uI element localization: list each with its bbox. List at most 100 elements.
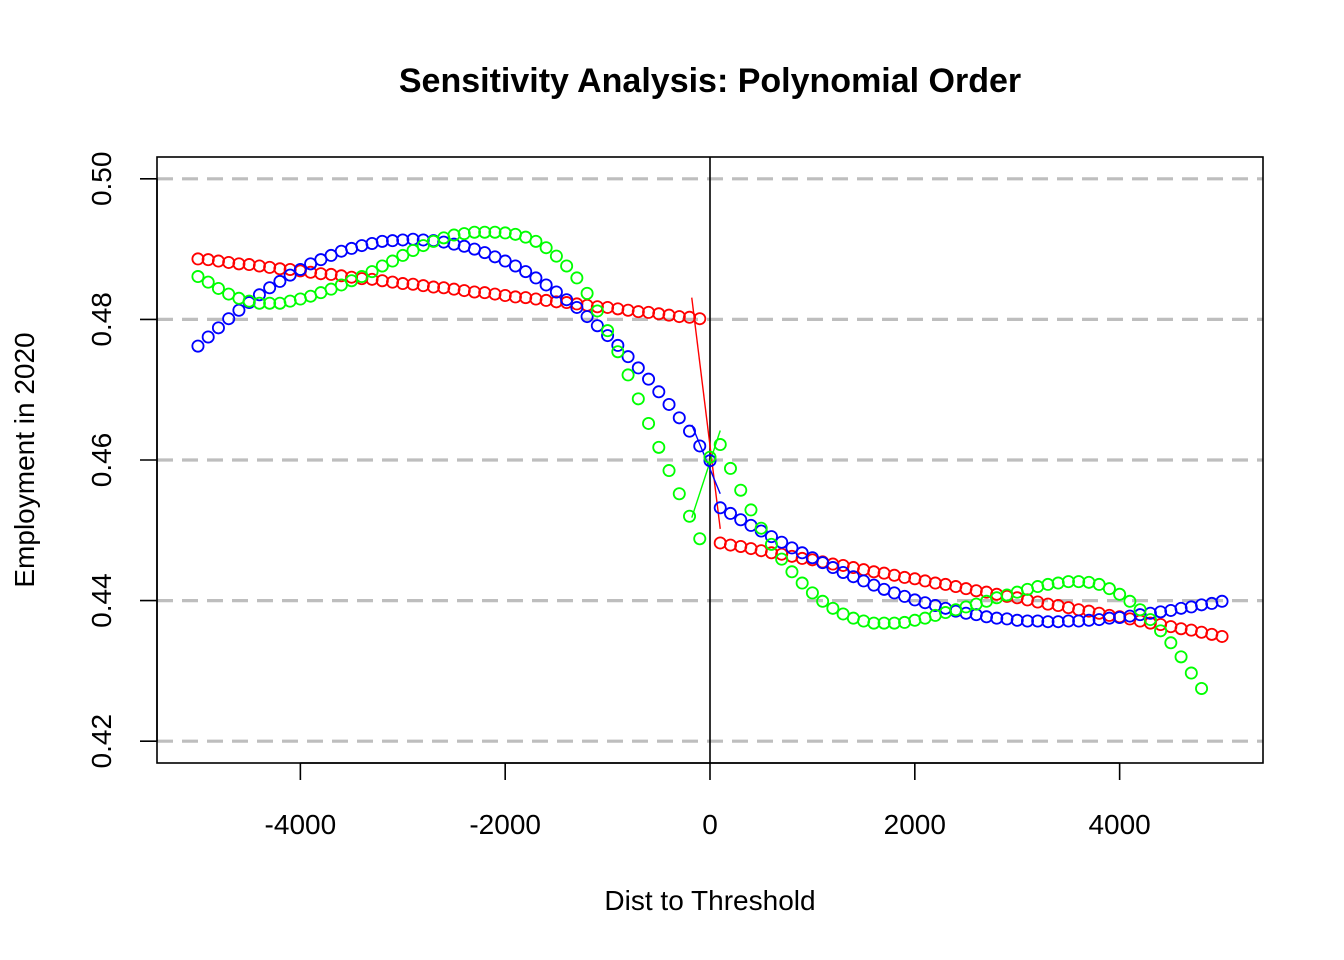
data-point xyxy=(529,234,543,248)
x-tick-label: 4000 xyxy=(1088,809,1150,840)
data-point xyxy=(1164,636,1178,650)
chart-title: Sensitivity Analysis: Polynomial Order xyxy=(399,62,1021,100)
data-point xyxy=(590,304,604,318)
data-point xyxy=(887,568,901,582)
data-point xyxy=(1215,594,1229,608)
data-point xyxy=(396,233,410,247)
y-tick-label: 0.46 xyxy=(86,433,117,488)
data-point xyxy=(211,321,225,335)
data-point xyxy=(1041,615,1055,629)
data-point xyxy=(406,244,420,258)
data-point xyxy=(1174,650,1188,664)
data-point xyxy=(478,225,492,239)
data-point xyxy=(467,225,481,239)
data-point xyxy=(949,580,963,594)
data-point xyxy=(754,544,768,558)
data-point xyxy=(857,563,871,577)
data-point xyxy=(222,312,236,326)
data-point xyxy=(1215,629,1229,643)
data-point xyxy=(611,345,625,359)
data-point xyxy=(631,361,645,375)
data-point xyxy=(1195,625,1209,639)
data-point xyxy=(734,483,748,497)
data-point xyxy=(601,329,615,343)
threshold-jump-line xyxy=(691,424,721,495)
data-point xyxy=(816,594,830,608)
data-point xyxy=(1061,575,1075,589)
data-point xyxy=(734,513,748,527)
data-point xyxy=(365,265,379,279)
data-point xyxy=(693,312,707,326)
data-point xyxy=(1051,615,1065,629)
data-point xyxy=(293,262,307,276)
data-point xyxy=(1020,614,1034,628)
series-1 xyxy=(191,252,1229,643)
data-point xyxy=(1205,627,1219,641)
data-point xyxy=(1010,613,1024,627)
data-point xyxy=(498,254,512,268)
data-point xyxy=(201,275,215,289)
y-tick-label: 0.42 xyxy=(86,714,117,769)
data-point xyxy=(283,294,297,308)
data-point xyxy=(365,236,379,250)
data-point xyxy=(744,503,758,517)
data-point xyxy=(1072,575,1086,589)
data-point xyxy=(252,288,266,302)
data-point xyxy=(601,324,615,338)
data-point xyxy=(508,259,522,273)
y-tick-label: 0.48 xyxy=(86,292,117,347)
data-point xyxy=(877,616,891,630)
data-point xyxy=(662,397,676,411)
data-point xyxy=(375,259,389,273)
data-point xyxy=(1154,624,1168,638)
data-point xyxy=(887,616,901,630)
x-tick-label: 0 xyxy=(702,809,718,840)
data-point xyxy=(775,535,789,549)
data-point xyxy=(805,551,819,565)
data-point xyxy=(211,281,225,295)
data-point xyxy=(642,372,656,386)
data-point xyxy=(1143,613,1157,627)
data-point xyxy=(314,267,328,281)
data-point xyxy=(396,277,410,291)
data-point xyxy=(396,248,410,262)
y-tick-label: 0.44 xyxy=(86,573,117,628)
data-point xyxy=(703,450,717,464)
data-point xyxy=(826,601,840,615)
data-point xyxy=(785,565,799,579)
data-point xyxy=(1061,601,1075,615)
data-point xyxy=(232,257,246,271)
threshold-jump-line xyxy=(691,297,721,529)
x-tick-label: -2000 xyxy=(469,809,541,840)
data-point xyxy=(488,225,502,239)
data-point xyxy=(672,310,686,324)
data-point xyxy=(232,303,246,317)
data-point xyxy=(631,392,645,406)
data-point xyxy=(652,440,666,454)
data-point xyxy=(375,234,389,248)
x-tick-label: 2000 xyxy=(884,809,946,840)
data-point xyxy=(1031,580,1045,594)
data-point xyxy=(539,241,553,255)
data-point xyxy=(764,537,778,551)
data-point xyxy=(191,252,205,266)
data-point xyxy=(867,616,881,630)
data-point xyxy=(754,521,768,535)
data-point xyxy=(723,506,737,520)
data-point xyxy=(590,319,604,333)
data-point xyxy=(662,464,676,478)
data-point xyxy=(857,614,871,628)
data-point xyxy=(1102,611,1116,625)
data-point xyxy=(1072,614,1086,628)
data-point xyxy=(642,416,656,430)
data-point xyxy=(273,274,287,288)
data-point xyxy=(386,254,400,268)
data-point xyxy=(764,530,778,544)
fit-segment-lines xyxy=(691,297,721,529)
data-point xyxy=(191,339,205,353)
data-point xyxy=(816,556,830,570)
data-point xyxy=(549,285,563,299)
data-point xyxy=(1113,587,1127,601)
data-point xyxy=(570,300,584,314)
